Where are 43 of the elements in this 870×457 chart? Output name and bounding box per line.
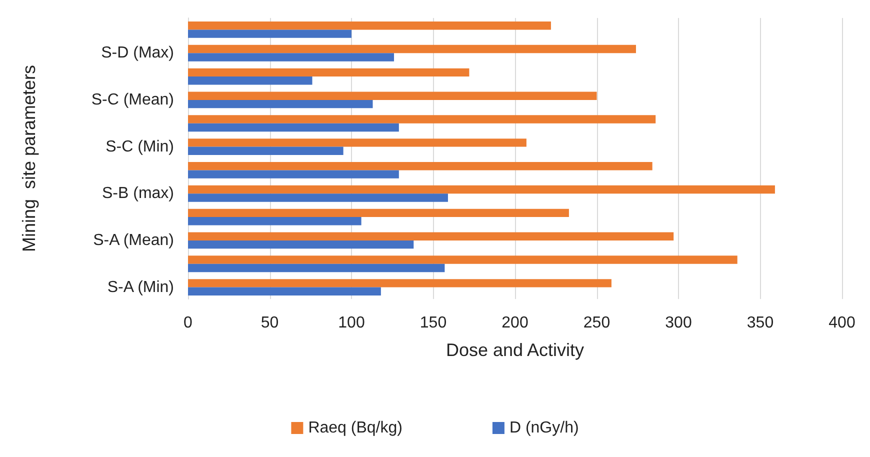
bar xyxy=(188,44,636,54)
bar xyxy=(188,30,352,38)
bar xyxy=(188,162,652,170)
bar xyxy=(188,123,399,132)
bar xyxy=(188,53,394,62)
y-axis-title: Mining site parameters xyxy=(19,64,39,252)
bar xyxy=(188,76,312,85)
bar xyxy=(188,170,399,178)
x-tick-label: 400 xyxy=(828,314,856,332)
bar xyxy=(188,264,445,272)
y-tick-label: S-B (max) xyxy=(102,185,174,202)
legend-label: Raeq (Bq/kg) xyxy=(308,420,402,436)
y-tick-label: S-A (Mean) xyxy=(93,232,174,249)
bar xyxy=(188,68,470,77)
x-tick-label: 150 xyxy=(420,314,447,332)
bar xyxy=(188,92,597,100)
bar xyxy=(188,279,612,288)
x-tick-label: 100 xyxy=(338,314,365,332)
x-axis-title: Dose and Activity xyxy=(446,340,584,360)
y-tick-label: S-D (Max) xyxy=(101,44,174,62)
bar xyxy=(188,256,738,264)
x-tick-label: 350 xyxy=(746,314,774,332)
y-tick-label: S-A (Min) xyxy=(107,278,174,296)
bar xyxy=(188,115,656,124)
y-tick-label: S-C (Min) xyxy=(106,138,174,156)
bar xyxy=(188,217,362,226)
x-tick-label: 0 xyxy=(184,314,193,332)
legend-label: D (nGy/h) xyxy=(509,420,579,436)
bar xyxy=(188,208,569,218)
bar xyxy=(188,100,373,108)
x-tick-label: 50 xyxy=(260,314,279,332)
x-tick-label: 300 xyxy=(665,314,692,332)
bar xyxy=(188,22,551,30)
bar xyxy=(188,138,526,147)
x-tick-label: 200 xyxy=(502,314,528,332)
y-tick-label: S-C (Mean) xyxy=(91,91,174,108)
bar xyxy=(188,146,344,155)
bar xyxy=(188,232,674,240)
x-tick-label: 250 xyxy=(583,314,610,332)
bar xyxy=(188,240,414,249)
bar xyxy=(188,194,448,202)
bar xyxy=(188,185,775,194)
bar xyxy=(188,287,381,296)
